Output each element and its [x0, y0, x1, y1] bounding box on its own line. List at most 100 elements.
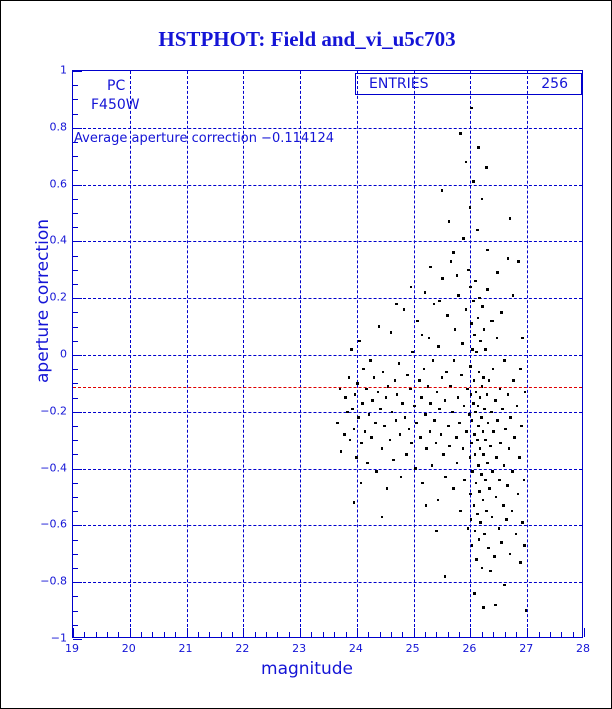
y-tick-minor: [73, 170, 78, 172]
data-point: [394, 419, 398, 422]
data-point: [434, 441, 438, 445]
x-tick-major: [584, 628, 585, 637]
data-point: [491, 367, 495, 371]
y-tick-minor: [73, 440, 78, 442]
data-point: [425, 447, 429, 450]
x-tick-minor: [504, 632, 506, 637]
data-point: [371, 399, 375, 402]
data-point: [470, 419, 474, 422]
y-tick-minor: [73, 511, 78, 513]
data-point: [420, 333, 424, 337]
x-tick-minor: [209, 632, 211, 637]
data-point: [385, 487, 389, 490]
data-point: [495, 455, 498, 459]
data-point: [360, 441, 363, 445]
x-tick-minor: [277, 632, 279, 637]
data-point: [494, 603, 497, 607]
x-tick-minor: [266, 632, 268, 637]
data-point: [479, 416, 483, 419]
data-point: [502, 464, 506, 468]
data-point: [454, 436, 458, 439]
data-point: [390, 410, 394, 414]
x-tick-label: 19: [65, 642, 79, 655]
y-tick-minor: [73, 369, 78, 371]
data-point: [471, 299, 475, 303]
x-tick-minor: [481, 632, 483, 637]
data-point: [379, 407, 383, 411]
data-point: [415, 421, 418, 425]
data-point: [473, 433, 476, 436]
data-point: [351, 407, 354, 411]
y-tick-label: 0.2: [49, 290, 68, 304]
data-point: [452, 359, 456, 362]
data-point: [464, 308, 468, 311]
x-tick-minor: [402, 632, 404, 637]
data-point: [483, 407, 486, 411]
data-point: [440, 188, 444, 192]
data-point: [469, 393, 473, 397]
data-point: [352, 427, 356, 431]
x-tick-label: 24: [348, 642, 363, 655]
data-point: [464, 160, 468, 164]
x-tick-label: 26: [462, 642, 477, 655]
x-tick-major: [356, 628, 358, 637]
data-point: [487, 546, 490, 550]
data-point: [474, 279, 477, 283]
data-point: [469, 285, 472, 289]
data-point: [519, 367, 522, 371]
x-tick-minor: [538, 632, 540, 637]
detector-label: PC: [107, 78, 126, 94]
data-point: [345, 410, 349, 414]
data-point: [391, 458, 395, 462]
data-point: [500, 311, 503, 314]
data-point: [461, 447, 465, 450]
data-point: [497, 526, 501, 530]
x-tick-label: 20: [121, 642, 136, 655]
data-point: [489, 444, 492, 448]
data-point: [397, 362, 401, 365]
data-point: [492, 430, 496, 433]
data-point: [388, 438, 392, 442]
y-tick-minor: [73, 312, 78, 314]
data-point: [375, 470, 379, 473]
data-point: [485, 393, 489, 397]
data-point: [427, 336, 431, 340]
data-point: [460, 373, 463, 377]
data-point: [443, 399, 447, 402]
data-point: [478, 447, 482, 450]
data-point: [523, 390, 527, 394]
data-point: [486, 421, 490, 425]
data-point: [473, 529, 477, 533]
data-point: [459, 132, 463, 135]
data-point: [490, 410, 493, 414]
gridline-vertical: [527, 71, 529, 637]
data-point: [343, 433, 346, 436]
gridline-vertical: [413, 71, 415, 637]
gridline-vertical: [300, 71, 302, 637]
gridline-horizontal: [73, 355, 582, 356]
y-tick-minor: [73, 213, 78, 214]
data-point: [452, 487, 455, 490]
data-point: [439, 433, 443, 436]
data-point: [471, 401, 475, 405]
data-point: [452, 251, 455, 255]
y-tick-label: 0.4: [49, 233, 68, 247]
data-point: [455, 461, 459, 465]
x-tick-major: [243, 628, 245, 637]
data-point: [486, 461, 489, 465]
y-tick-major: [73, 639, 82, 640]
y-tick-major: [73, 71, 82, 72]
x-tick-minor: [390, 632, 392, 637]
data-point: [372, 376, 376, 379]
data-point: [339, 450, 343, 453]
data-point: [478, 296, 481, 300]
data-point: [468, 413, 471, 416]
data-point: [458, 421, 461, 425]
data-point: [435, 390, 439, 394]
data-point: [506, 393, 510, 397]
y-tick-minor: [73, 624, 78, 626]
data-point: [486, 288, 489, 291]
y-tick-label: −0.2: [40, 404, 67, 418]
y-tick-major: [73, 298, 82, 300]
data-point: [485, 509, 488, 513]
